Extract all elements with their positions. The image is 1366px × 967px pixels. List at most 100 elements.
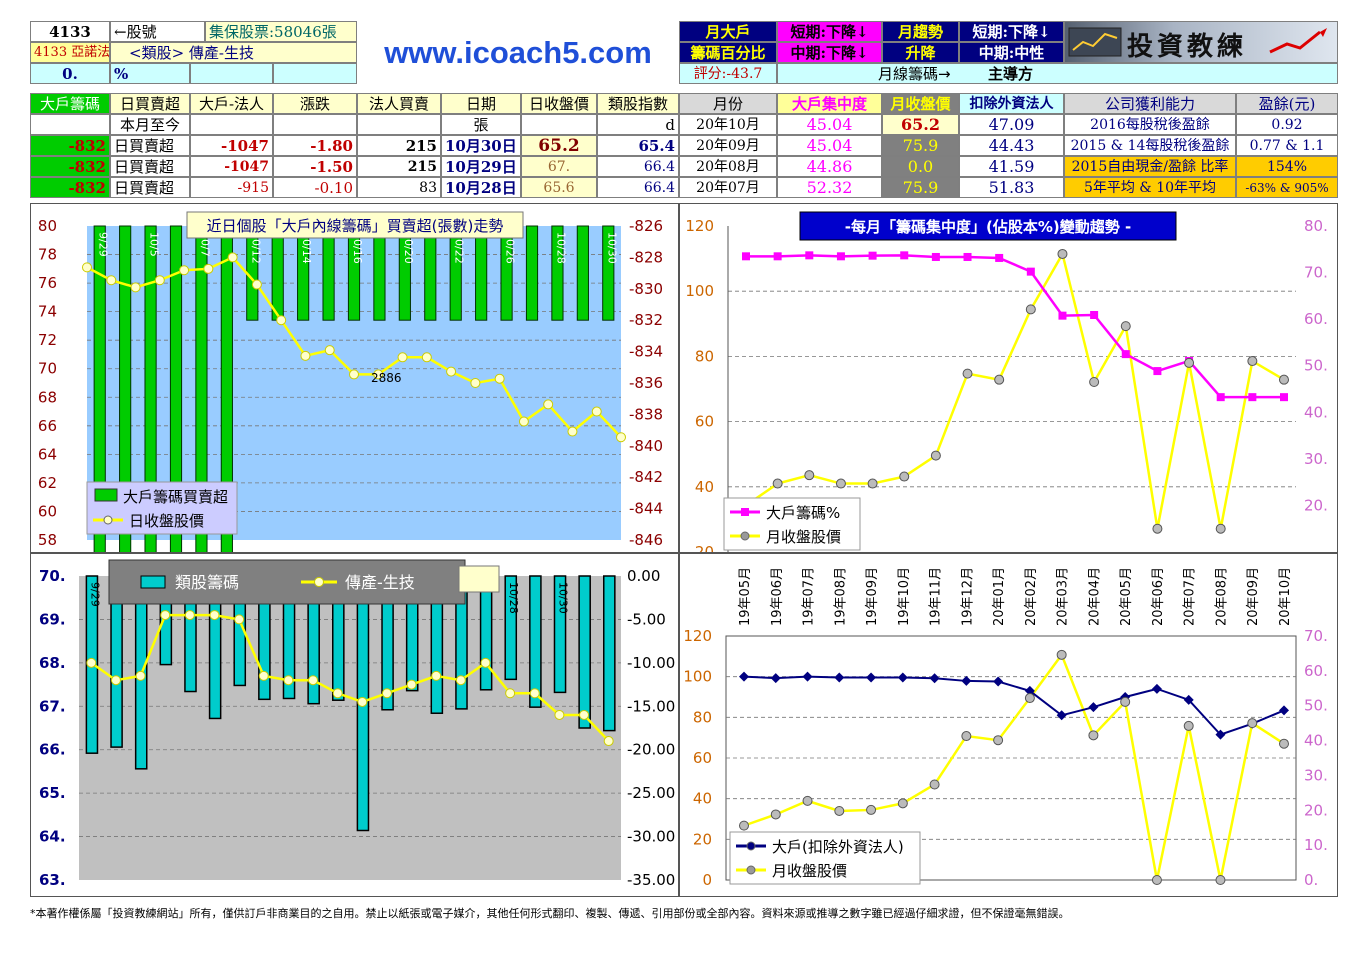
right-axis-tick-label: -838 [629,405,663,423]
stock-category: <類股> 傳產-生技 [110,42,357,63]
left-axis-tick-label: 0 [702,871,712,889]
month-to-date: 本月至今 [110,114,190,135]
right-axis-tick-label: 60. [1304,662,1328,680]
right-axis-tick-label: -836 [629,374,663,392]
left-table-cell: 66.4 [597,177,679,198]
price-point [1025,304,1036,315]
price-point [929,779,940,790]
price-point [357,696,368,707]
legend-label: 傳產-生技 [345,573,415,592]
website-link[interactable]: www.icoach5.com [384,35,652,70]
left-table-cell: 10月30日 [441,135,521,156]
price-point [1215,523,1226,534]
left-axis-tick-label: 68 [38,388,57,406]
right-table-cell: 51.83 [959,177,1064,198]
chart-panel-sector: 70. 69. 68. 67. 66. 65. 64. 63. 0.00 -5.00 -10.00 -… [30,553,679,897]
legend-label: 日收盤股價 [129,512,204,530]
price-point [867,478,878,489]
col-date: 日期 [441,93,521,114]
left-axis-tick-label: 58 [38,531,57,549]
price-point [381,688,392,699]
profit-table-cell: 2015自由現金/盈餘 比率 [1064,156,1236,177]
mid-term-trend: 中期:下降↓ [777,42,882,63]
legend-box [723,497,861,551]
left-table-cell: -0.10 [273,177,357,198]
left-table-cell: -1047 [190,156,273,177]
holder-point [1215,729,1226,740]
price-point [209,610,220,621]
price-point [897,798,908,809]
profit-table-cell: 2016每股稅後盈餘 [1064,114,1236,135]
price-point [184,610,195,621]
left-axis-tick-label: 62 [38,474,57,492]
right-table-cell: 47.09 [959,114,1064,135]
x-tick-label: 10/30 [605,232,618,264]
subrow-cell [190,114,273,135]
left-axis-tick-label: 64. [39,828,66,846]
left-axis-tick-label: 60 [693,749,712,767]
holder-point [770,673,781,684]
price-point [160,610,171,621]
left-axis-tick-label: 63. [39,871,66,889]
left-axis-tick-label: 40 [695,478,714,496]
right-axis-tick-label: 50. [1304,697,1328,715]
bar [504,575,518,681]
legend-label: 月收盤股價 [766,528,841,546]
right-table-cell: 65.2 [882,114,959,135]
stock-id[interactable]: 4133 [30,21,110,42]
profit-table-cell: 0.77 & 1.1 [1236,135,1338,156]
price-point [835,478,846,489]
right-table-cell: 75.9 [882,177,959,198]
custody-count: 集保股票:58046張 [205,21,357,42]
right-axis-tick-label: -10.00 [627,654,675,672]
monthly-concentration-chart: 120 100 80 60 40 20 80. 70. 60. 50. 40. 30. 20. -每月「籌… [685,211,1328,561]
left-table-cell: -832 [30,135,110,156]
right-axis-tick-label: -828 [629,248,663,266]
holder-point [739,671,749,682]
bar [551,225,564,321]
subrow-cell [357,114,441,135]
price-point [603,736,614,747]
concentration-point [836,252,845,261]
left-axis-tick-label: 80 [38,217,57,235]
x-tick-label: 10/16 [351,232,364,264]
price-point [1024,693,1035,704]
right-axis-tick-label: 50. [1304,357,1328,375]
price-point [86,657,97,668]
x-tick-label: 19年11月 [929,567,944,626]
price-point [567,426,578,437]
subrow-cell [30,114,110,135]
price-point [834,805,845,816]
col-eps: 盈餘(元) [1236,93,1338,114]
left-axis-tick-label: 78 [38,246,57,264]
left-table-cell: -1.80 [273,135,357,156]
legend-marker [314,577,324,587]
left-axis-tick-label: 100 [683,668,712,686]
x-tick-label: 20年02月 [1024,567,1039,626]
legend-marker [740,531,750,541]
col-holder-minus-inst: 大戶-法人 [190,93,273,114]
score: 評分:-43.7 [679,63,777,84]
holder-point [1151,683,1162,694]
chart-title-box [186,211,524,239]
x-tick-label: 20年10月 [1278,567,1293,626]
price-point [203,263,214,274]
left-axis-tick-label: 67. [39,697,66,715]
price-point [804,470,815,481]
right-table-cell: 45.04 [777,114,882,135]
price-point [455,675,466,686]
legend-label: 月收盤股價 [772,862,847,880]
unit-label: 張 [441,114,521,135]
col-ex-foreign: 扣除外資法人 [959,93,1064,114]
x-tick-label: 19年06月 [770,567,785,626]
price-point [770,809,781,820]
zero-value: 0. [30,63,110,84]
price-point [431,670,442,681]
price-point [518,416,529,427]
concentration-point [742,252,750,261]
concentration-point [1090,310,1099,319]
left-table-cell: 65.4 [597,135,679,156]
right-table-cell: 44.43 [959,135,1064,156]
right-axis-tick-label: 40. [1304,403,1328,421]
right-axis-tick-label: 0. [1304,871,1318,889]
